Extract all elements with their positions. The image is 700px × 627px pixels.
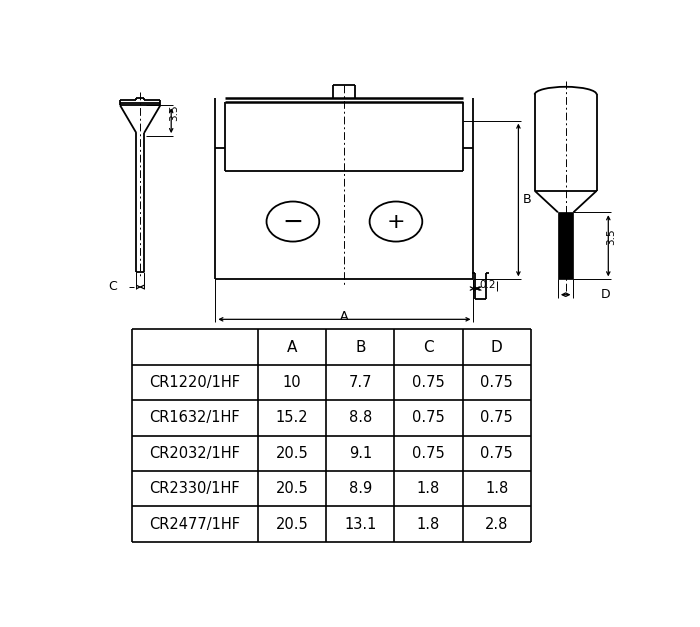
Text: −: −: [282, 209, 303, 233]
Text: B: B: [355, 340, 365, 354]
Text: A: A: [287, 340, 298, 354]
Text: 15.2: 15.2: [276, 411, 309, 425]
Text: A: A: [340, 310, 349, 323]
Text: 3.5: 3.5: [606, 229, 617, 245]
Text: 3.5: 3.5: [169, 104, 179, 120]
Text: D: D: [601, 288, 610, 301]
Text: C: C: [424, 340, 434, 354]
Text: 2.8: 2.8: [485, 517, 508, 532]
Text: CR2477/1HF: CR2477/1HF: [149, 517, 240, 532]
Text: 0.75: 0.75: [412, 375, 445, 390]
Text: 8.8: 8.8: [349, 411, 372, 425]
Text: 1.8: 1.8: [417, 517, 440, 532]
Text: C: C: [108, 280, 117, 293]
Text: 1.8: 1.8: [417, 482, 440, 496]
Text: +: +: [386, 211, 405, 231]
Text: CR2330/1HF: CR2330/1HF: [150, 482, 240, 496]
Polygon shape: [558, 213, 573, 279]
Text: CR2032/1HF: CR2032/1HF: [149, 446, 240, 461]
Text: 20.5: 20.5: [276, 446, 309, 461]
Text: 8.9: 8.9: [349, 482, 372, 496]
Text: B: B: [522, 194, 531, 206]
Text: 0.75: 0.75: [412, 411, 445, 425]
Text: 0.75: 0.75: [480, 446, 513, 461]
Text: 0.2: 0.2: [479, 280, 496, 290]
Text: 10: 10: [283, 375, 302, 390]
Text: 0.75: 0.75: [480, 411, 513, 425]
Text: 1.8: 1.8: [485, 482, 508, 496]
Text: 0.75: 0.75: [412, 446, 445, 461]
Text: 0.75: 0.75: [480, 375, 513, 390]
Text: 13.1: 13.1: [344, 517, 377, 532]
Text: 9.1: 9.1: [349, 446, 372, 461]
Text: 7.7: 7.7: [349, 375, 372, 390]
Text: 20.5: 20.5: [276, 482, 309, 496]
Text: CR1220/1HF: CR1220/1HF: [149, 375, 240, 390]
Text: 20.5: 20.5: [276, 517, 309, 532]
Text: CR1632/1HF: CR1632/1HF: [150, 411, 240, 425]
Text: D: D: [491, 340, 503, 354]
